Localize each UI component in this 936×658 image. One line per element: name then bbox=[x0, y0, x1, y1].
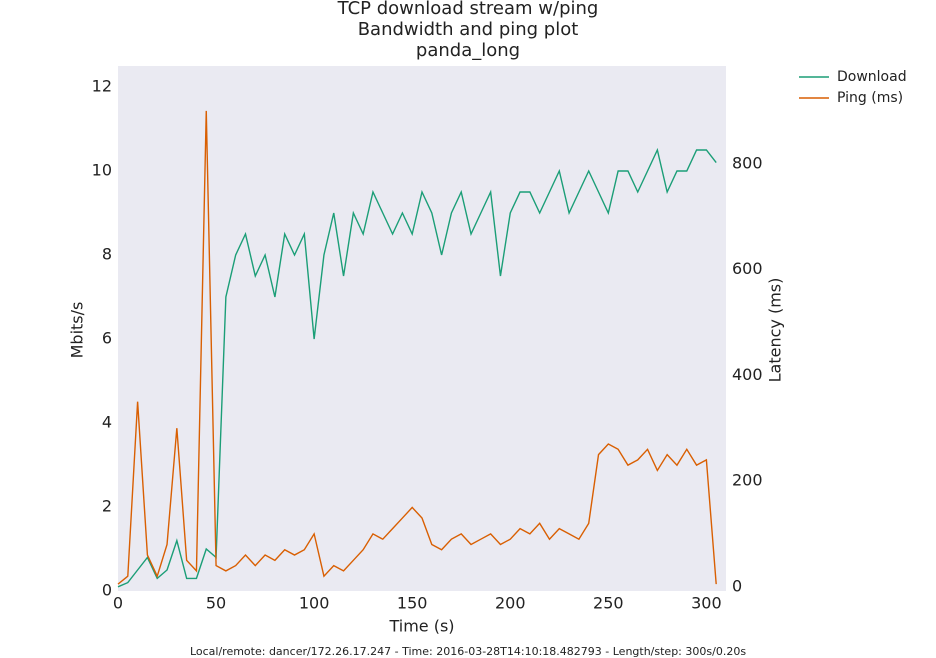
plot-area bbox=[118, 66, 726, 591]
chart-title: panda_long bbox=[416, 40, 520, 61]
x-tick-label: 50 bbox=[206, 594, 226, 613]
y-tick-label: 0 bbox=[102, 581, 112, 600]
line-series bbox=[117, 110, 717, 585]
x-tick-label: 300 bbox=[691, 594, 722, 613]
x-tick-label: 250 bbox=[593, 594, 624, 613]
x-tick-label: 0 bbox=[113, 594, 123, 613]
chart-title: TCP download stream w/ping bbox=[337, 0, 599, 19]
y-tick-label: 10 bbox=[92, 161, 112, 180]
y-tick-label: 2 bbox=[102, 497, 112, 516]
y2-tick-label: 400 bbox=[732, 365, 763, 384]
x-tick-label: 150 bbox=[397, 594, 428, 613]
y-axis-label: Mbits/s bbox=[68, 302, 87, 359]
y2-tick-label: 0 bbox=[732, 576, 742, 595]
legend-label: Download bbox=[837, 69, 907, 85]
y2-axis-label: Latency (ms) bbox=[766, 278, 785, 383]
footer: Local/remote: dancer/172.26.17.247 - Tim… bbox=[190, 645, 746, 658]
line-series bbox=[117, 147, 717, 588]
x-tick-label: 200 bbox=[495, 594, 526, 613]
y-tick-label: 12 bbox=[92, 77, 112, 96]
legend-label: Ping (ms) bbox=[837, 90, 903, 106]
x-tick-label: 100 bbox=[299, 594, 330, 613]
y-tick-label: 6 bbox=[102, 329, 112, 348]
y2-tick-label: 800 bbox=[732, 153, 763, 172]
y2-tick-label: 200 bbox=[732, 471, 763, 490]
x-axis-label: Time (s) bbox=[388, 617, 454, 636]
y-tick-label: 4 bbox=[102, 413, 112, 432]
chart-title: Bandwidth and ping plot bbox=[358, 19, 579, 40]
y-tick-label: 8 bbox=[102, 245, 112, 264]
y2-tick-label: 600 bbox=[732, 259, 763, 278]
